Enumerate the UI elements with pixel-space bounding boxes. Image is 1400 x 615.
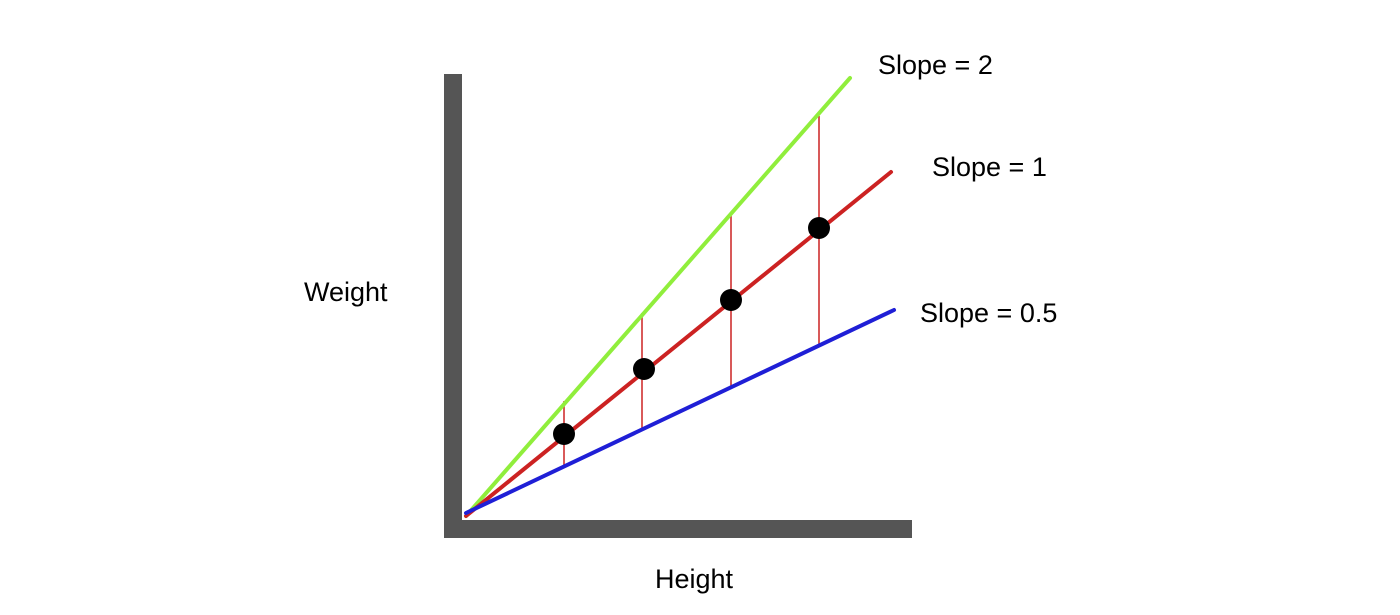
label-slope-0-5: Slope = 0.5: [920, 298, 1057, 328]
x-axis-label: Height: [655, 564, 734, 594]
label-slope-1: Slope = 1: [932, 152, 1047, 182]
data-point-4: [808, 217, 830, 239]
label-slope-2: Slope = 2: [878, 50, 993, 80]
line-slope-2: [464, 76, 852, 518]
y-axis: [444, 74, 462, 538]
data-point-1: [553, 423, 575, 445]
x-axis: [444, 520, 912, 538]
data-point-2: [633, 358, 655, 380]
line-slope-0-5: [464, 308, 896, 515]
y-axis-label: Weight: [304, 277, 388, 307]
data-point-3: [720, 289, 742, 311]
